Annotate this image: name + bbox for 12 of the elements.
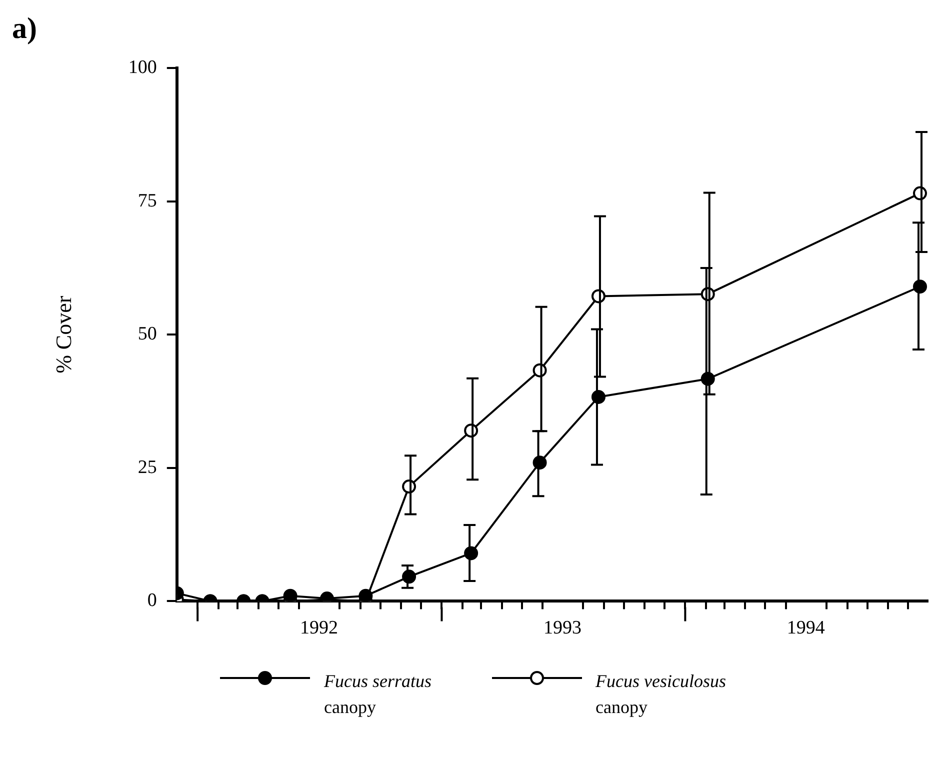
legend-label: Fucus serratus canopy — [324, 671, 432, 717]
x-tick-label: 1993 — [543, 618, 582, 639]
y-tick-label: 0 — [147, 590, 157, 612]
y-axis-title: % Cover — [50, 295, 76, 374]
y-tick-label: 25 — [138, 456, 157, 478]
y-tick-label: 75 — [138, 190, 157, 212]
legend-label: Fucus vesiculosus canopy — [596, 671, 726, 717]
text: a) — [12, 12, 37, 46]
x-tick-label: 1994 — [786, 618, 826, 639]
y-tick-label: 100 — [128, 56, 157, 78]
y-tick-label: 50 — [138, 324, 157, 345]
x-tick-label: 1992 — [300, 618, 338, 639]
